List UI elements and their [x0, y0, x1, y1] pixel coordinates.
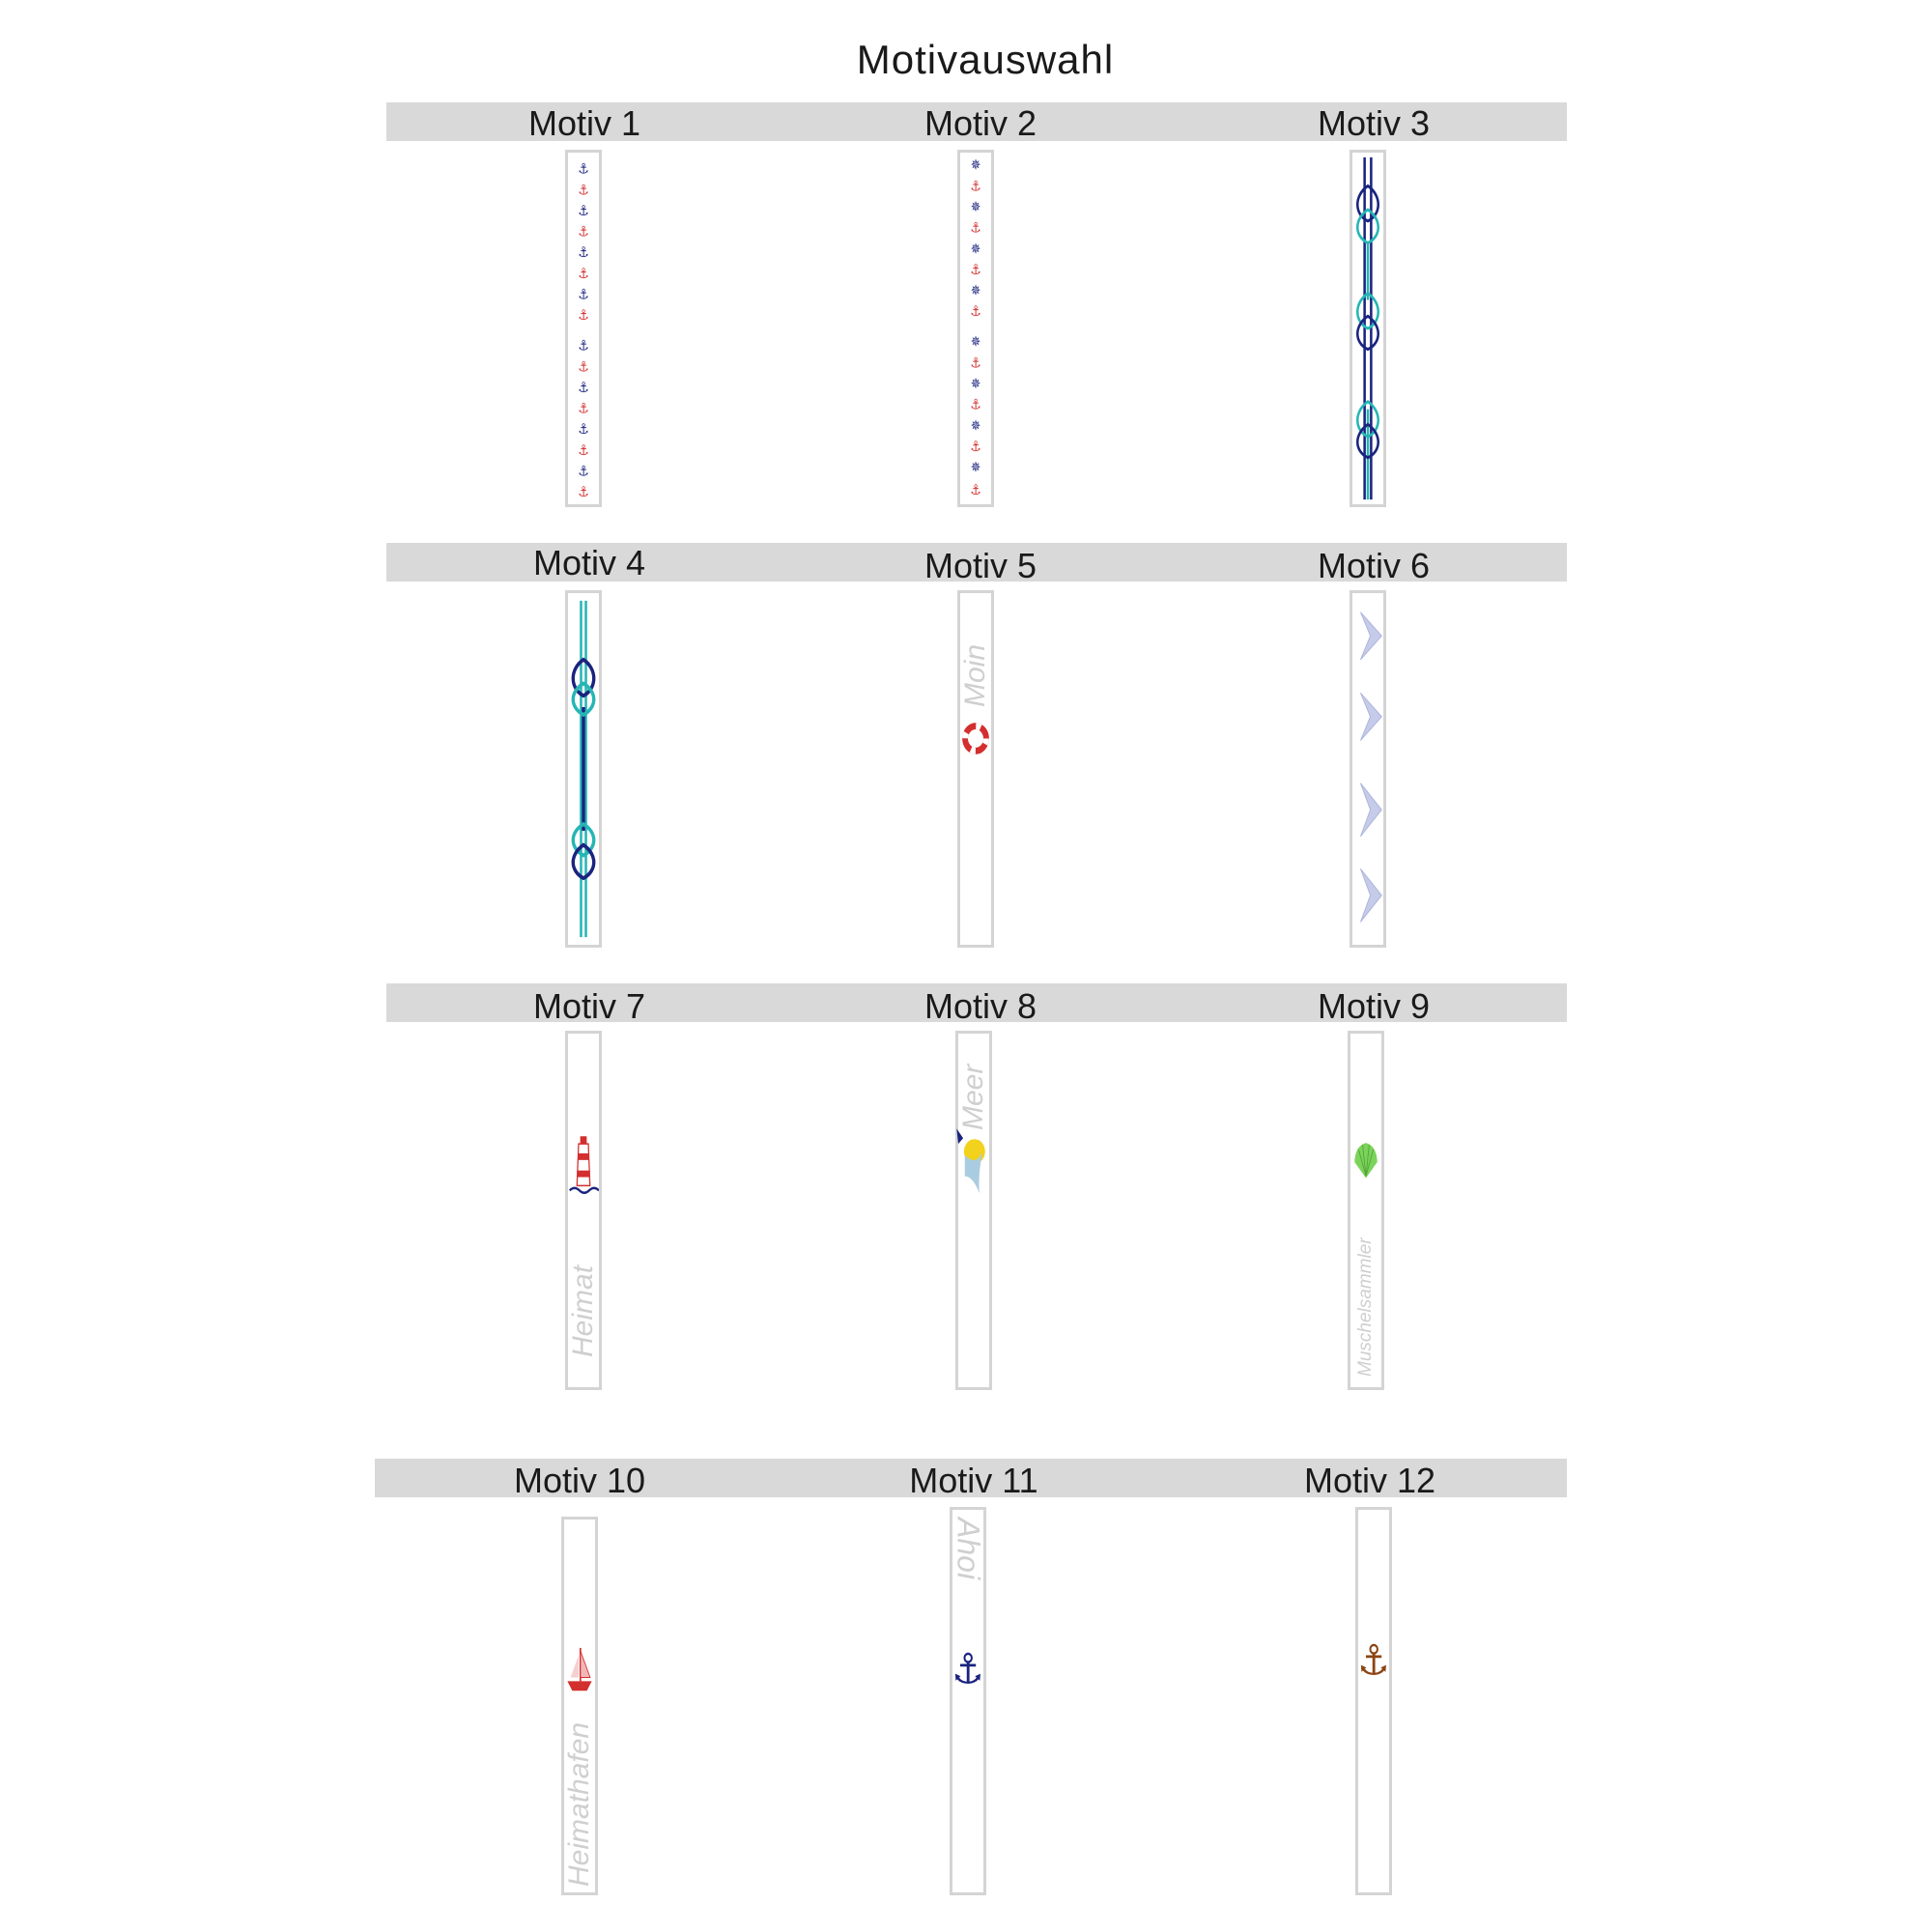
row-band-2	[386, 543, 1567, 582]
sun-seagull-icon	[956, 1128, 985, 1194]
svg-text:✵: ✵	[971, 283, 981, 299]
svg-text:⚓: ⚓	[578, 464, 588, 480]
motif-label-6: Motiv 6	[1317, 546, 1431, 585]
rope-knot-icon	[571, 600, 596, 938]
wheel-anchor-pattern-icon: ✵ ⚓ ✵ ⚓ ✵ ⚓ ✵ ⚓ ✵ ⚓ ✵ ⚓ ✵ ⚓ ✵ ⚓	[970, 157, 981, 499]
paper-boat-icon	[1360, 611, 1382, 923]
svg-text:⚓: ⚓	[970, 439, 980, 455]
motif-label-12: Motiv 12	[1303, 1461, 1436, 1500]
motif-strip-1[interactable]: ⚓ ⚓ ⚓ ⚓ ⚓ ⚓ ⚓ ⚓ ⚓ ⚓ ⚓ ⚓ ⚓ ⚓ ⚓ ⚓	[565, 150, 602, 507]
motif-text-heimathafen: Heimathafen	[563, 1721, 595, 1887]
motif-label-2: Motiv 2	[923, 103, 1037, 143]
motif-strip-7[interactable]: Heimat	[565, 1031, 602, 1390]
svg-text:✵: ✵	[971, 157, 981, 174]
sailboat-icon	[567, 1647, 592, 1691]
row-band-3	[386, 983, 1567, 1022]
svg-text:⚓: ⚓	[970, 397, 980, 413]
svg-text:⚓: ⚓	[578, 338, 588, 355]
motif-label-5: Motiv 5	[923, 546, 1037, 585]
svg-text:⚓: ⚓	[970, 303, 980, 320]
motif-strip-6[interactable]	[1350, 590, 1386, 948]
motif-strip-5[interactable]: Moin	[957, 590, 994, 948]
svg-text:✵: ✵	[971, 241, 981, 257]
motif-strip-11[interactable]: Ahoi ⚓	[950, 1507, 986, 1895]
motif-label-8: Motiv 8	[923, 986, 1037, 1026]
svg-text:⚓: ⚓	[578, 287, 588, 303]
motif-label-9: Motiv 9	[1317, 986, 1431, 1026]
svg-text:⚓: ⚓	[578, 484, 588, 500]
svg-text:✵: ✵	[971, 199, 981, 215]
svg-text:✵: ✵	[971, 334, 981, 351]
svg-text:⚓: ⚓	[578, 442, 588, 459]
motif-label-11: Motiv 11	[909, 1461, 1038, 1500]
svg-text:⚓: ⚓	[578, 401, 588, 417]
motif-strip-9[interactable]: Muschelsammler	[1348, 1031, 1384, 1390]
motif-strip-12[interactable]: ⚓	[1355, 1507, 1392, 1895]
svg-text:⚓: ⚓	[578, 203, 588, 219]
shell-icon	[1354, 1143, 1378, 1179]
svg-text:⚓: ⚓	[578, 224, 588, 241]
anchor-icon: ⚓	[952, 1645, 983, 1694]
motif-label-7: Motiv 7	[532, 986, 646, 1026]
anchor-icon: ⚓	[1358, 1636, 1389, 1686]
motif-strip-3[interactable]	[1350, 150, 1386, 507]
svg-text:⚓: ⚓	[578, 244, 588, 261]
page-title: Motivauswahl	[856, 37, 1115, 82]
svg-text:⚓: ⚓	[578, 307, 588, 324]
lighthouse-icon	[569, 1136, 599, 1195]
svg-text:⚓: ⚓	[952, 1645, 983, 1694]
svg-text:⚓: ⚓	[970, 262, 980, 278]
motif-strip-4[interactable]	[565, 590, 602, 948]
svg-text:⚓: ⚓	[578, 358, 588, 375]
svg-text:⚓: ⚓	[578, 182, 588, 198]
svg-text:⚓: ⚓	[578, 161, 588, 178]
svg-text:⚓: ⚓	[970, 482, 980, 498]
motif-label-10: Motiv 10	[513, 1461, 646, 1500]
motif-label-4: Motiv 4	[532, 543, 646, 582]
anchor-pattern-icon: ⚓ ⚓ ⚓ ⚓ ⚓ ⚓ ⚓ ⚓ ⚓ ⚓ ⚓ ⚓ ⚓ ⚓ ⚓ ⚓	[578, 161, 588, 501]
svg-text:⚓: ⚓	[970, 178, 980, 194]
svg-text:✵: ✵	[971, 376, 981, 392]
row-band-4	[375, 1459, 1567, 1497]
motif-text-muschelsammler: Muschelsammler	[1355, 1237, 1376, 1377]
motif-strip-8[interactable]: Meer	[955, 1031, 992, 1390]
svg-text:⚓: ⚓	[578, 421, 588, 438]
svg-text:⚓: ⚓	[970, 355, 980, 371]
motif-label-3: Motiv 3	[1317, 103, 1431, 143]
motif-strip-10[interactable]: Heimathafen	[561, 1517, 598, 1895]
motif-label-1: Motiv 1	[527, 103, 641, 143]
svg-text:⚓: ⚓	[578, 266, 588, 282]
svg-text:⚓: ⚓	[1358, 1636, 1389, 1686]
svg-text:✵: ✵	[971, 460, 981, 476]
svg-text:⚓: ⚓	[970, 220, 980, 237]
motif-strip-2[interactable]: ✵ ⚓ ✵ ⚓ ✵ ⚓ ✵ ⚓ ✵ ⚓ ✵ ⚓ ✵ ⚓ ✵ ⚓	[957, 150, 994, 507]
svg-text:⚓: ⚓	[578, 380, 588, 396]
row-band-1	[386, 102, 1567, 141]
svg-text:✵: ✵	[971, 417, 981, 434]
rope-knot-icon	[1356, 156, 1379, 500]
life-ring-icon	[962, 723, 989, 754]
motif-text-heimat: Heimat	[567, 1264, 599, 1357]
